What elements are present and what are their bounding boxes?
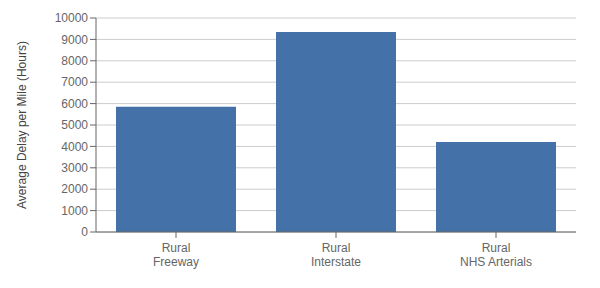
svg-text:RuralNHS Arterials: RuralNHS Arterials xyxy=(460,241,532,269)
svg-text:RuralInterstate: RuralInterstate xyxy=(311,241,361,269)
svg-text:9000: 9000 xyxy=(61,33,88,47)
svg-text:7000: 7000 xyxy=(61,75,88,89)
svg-text:8000: 8000 xyxy=(61,54,88,68)
svg-text:10000: 10000 xyxy=(55,11,89,25)
svg-text:1000: 1000 xyxy=(61,204,88,218)
svg-text:0: 0 xyxy=(81,225,88,239)
svg-text:2000: 2000 xyxy=(61,182,88,196)
svg-text:Average Delay per Mile (Hours): Average Delay per Mile (Hours) xyxy=(15,41,29,209)
svg-text:3000: 3000 xyxy=(61,161,88,175)
svg-text:5000: 5000 xyxy=(61,118,88,132)
svg-text:RuralFreeway: RuralFreeway xyxy=(153,241,199,269)
svg-text:4000: 4000 xyxy=(61,140,88,154)
svg-text:6000: 6000 xyxy=(61,97,88,111)
